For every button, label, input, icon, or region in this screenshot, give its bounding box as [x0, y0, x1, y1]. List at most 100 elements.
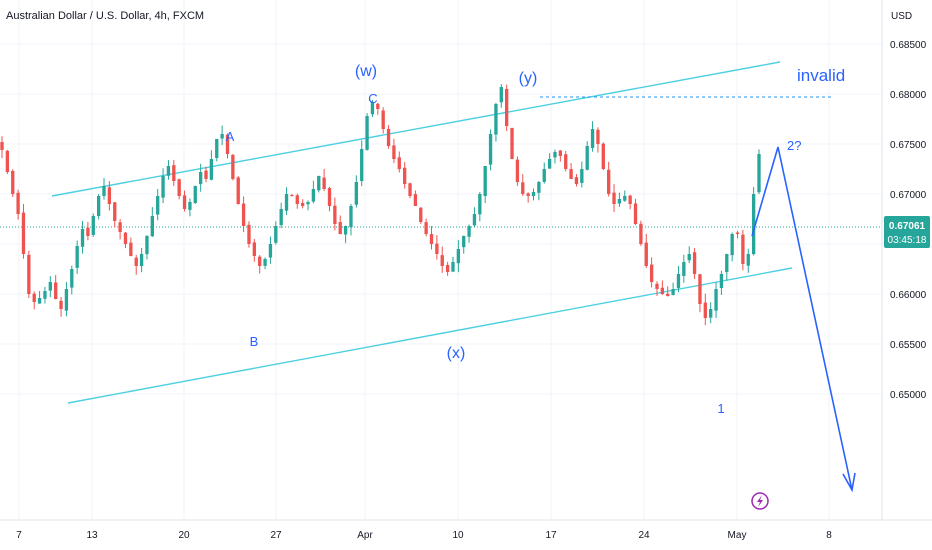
candle-body[interactable]	[639, 223, 643, 244]
candle-body[interactable]	[558, 150, 563, 156]
candle-body[interactable]	[300, 202, 305, 206]
candle-body[interactable]	[553, 152, 557, 158]
candle-body[interactable]	[284, 194, 289, 211]
candle-body[interactable]	[440, 255, 444, 266]
candle-body[interactable]	[349, 206, 353, 228]
candle-body[interactable]	[666, 293, 670, 296]
candle-body[interactable]	[198, 172, 203, 185]
candle-body[interactable]	[354, 182, 359, 205]
candle-body[interactable]	[596, 129, 600, 144]
candle-body[interactable]	[386, 128, 391, 146]
candle-body[interactable]	[102, 186, 106, 196]
candle-body[interactable]	[21, 212, 26, 254]
candle-body[interactable]	[628, 195, 632, 204]
channel-lower-line[interactable]	[67, 267, 793, 404]
candle-body[interactable]	[714, 289, 718, 311]
candle-body[interactable]	[172, 165, 176, 181]
candle-body[interactable]	[231, 154, 235, 179]
candle-body[interactable]	[510, 127, 514, 159]
candle-body[interactable]	[585, 146, 589, 170]
candle-body[interactable]	[569, 169, 573, 179]
candle-body[interactable]	[182, 195, 187, 209]
candle-body[interactable]	[601, 143, 605, 169]
candle-body[interactable]	[660, 287, 665, 294]
candle-body[interactable]	[376, 103, 380, 109]
candle-body[interactable]	[580, 169, 584, 183]
candle-body[interactable]	[64, 289, 69, 311]
candle-body[interactable]	[91, 216, 95, 236]
candle-body[interactable]	[402, 167, 407, 184]
candle-body[interactable]	[220, 134, 224, 139]
candle-body[interactable]	[370, 102, 375, 115]
candle-body[interactable]	[360, 149, 364, 182]
candle-body[interactable]	[268, 244, 273, 258]
candle-body[interactable]	[134, 257, 138, 266]
candle-body[interactable]	[0, 142, 4, 150]
candle-body[interactable]	[139, 254, 144, 267]
candle-body[interactable]	[472, 214, 477, 226]
candle-body[interactable]	[751, 194, 756, 255]
candle-body[interactable]	[241, 203, 246, 226]
candle-body[interactable]	[515, 159, 520, 182]
candle-body[interactable]	[488, 134, 493, 165]
candle-body[interactable]	[687, 254, 691, 261]
candle-body[interactable]	[757, 154, 761, 193]
candle-body[interactable]	[107, 187, 112, 204]
candle-body[interactable]	[161, 176, 165, 198]
candle-body[interactable]	[177, 179, 181, 196]
candle-body[interactable]	[419, 207, 423, 222]
candle-body[interactable]	[445, 265, 450, 272]
candle-body[interactable]	[408, 183, 412, 196]
candle-body[interactable]	[542, 169, 546, 182]
candle-body[interactable]	[54, 282, 58, 299]
candle-body[interactable]	[75, 246, 79, 268]
candle-body[interactable]	[193, 186, 197, 203]
candle-body[interactable]	[225, 134, 230, 154]
candle-body[interactable]	[505, 88, 509, 126]
candle-body[interactable]	[381, 110, 385, 129]
candle-body[interactable]	[156, 196, 160, 215]
candle-body[interactable]	[123, 232, 128, 244]
candle-body[interactable]	[607, 169, 611, 194]
candle-body[interactable]	[435, 243, 439, 254]
candle-body[interactable]	[274, 226, 278, 243]
candle-body[interactable]	[80, 229, 85, 247]
candle-body[interactable]	[43, 291, 47, 299]
candle-body[interactable]	[215, 139, 219, 158]
candle-body[interactable]	[48, 282, 52, 291]
candle-body[interactable]	[564, 154, 568, 169]
candle-body[interactable]	[483, 166, 487, 196]
candle-body[interactable]	[397, 157, 401, 169]
candle-body[interactable]	[413, 194, 418, 206]
candle-body[interactable]	[150, 216, 154, 237]
candle-body[interactable]	[86, 227, 90, 236]
candle-body[interactable]	[424, 222, 428, 234]
candle-body[interactable]	[59, 300, 63, 309]
candle-body[interactable]	[644, 242, 648, 266]
candle-body[interactable]	[655, 283, 659, 289]
candle-body[interactable]	[692, 252, 697, 274]
candle-body[interactable]	[462, 236, 466, 248]
candle-body[interactable]	[531, 192, 536, 197]
projection-path[interactable]	[751, 146, 853, 491]
candle-body[interactable]	[37, 298, 42, 304]
candle-body[interactable]	[649, 264, 654, 282]
candle-body[interactable]	[306, 202, 310, 205]
candle-body[interactable]	[118, 222, 122, 232]
candle-body[interactable]	[612, 192, 616, 204]
candle-body[interactable]	[521, 182, 525, 194]
candle-body[interactable]	[290, 194, 294, 196]
candle-body[interactable]	[617, 199, 622, 204]
candle-body[interactable]	[188, 202, 192, 210]
candle-body[interactable]	[279, 209, 283, 226]
time-axis[interactable]: 7 13 20 27 Apr 10 17 24 May 8	[16, 530, 832, 541]
candle-body[interactable]	[322, 177, 326, 189]
candle-body[interactable]	[735, 232, 740, 234]
candle-body[interactable]	[392, 145, 396, 159]
candle-body[interactable]	[456, 249, 461, 264]
candle-body[interactable]	[16, 192, 20, 214]
candle-body[interactable]	[574, 177, 579, 184]
candle-body[interactable]	[263, 259, 267, 266]
candle-body[interactable]	[166, 166, 171, 176]
candle-body[interactable]	[547, 159, 552, 169]
